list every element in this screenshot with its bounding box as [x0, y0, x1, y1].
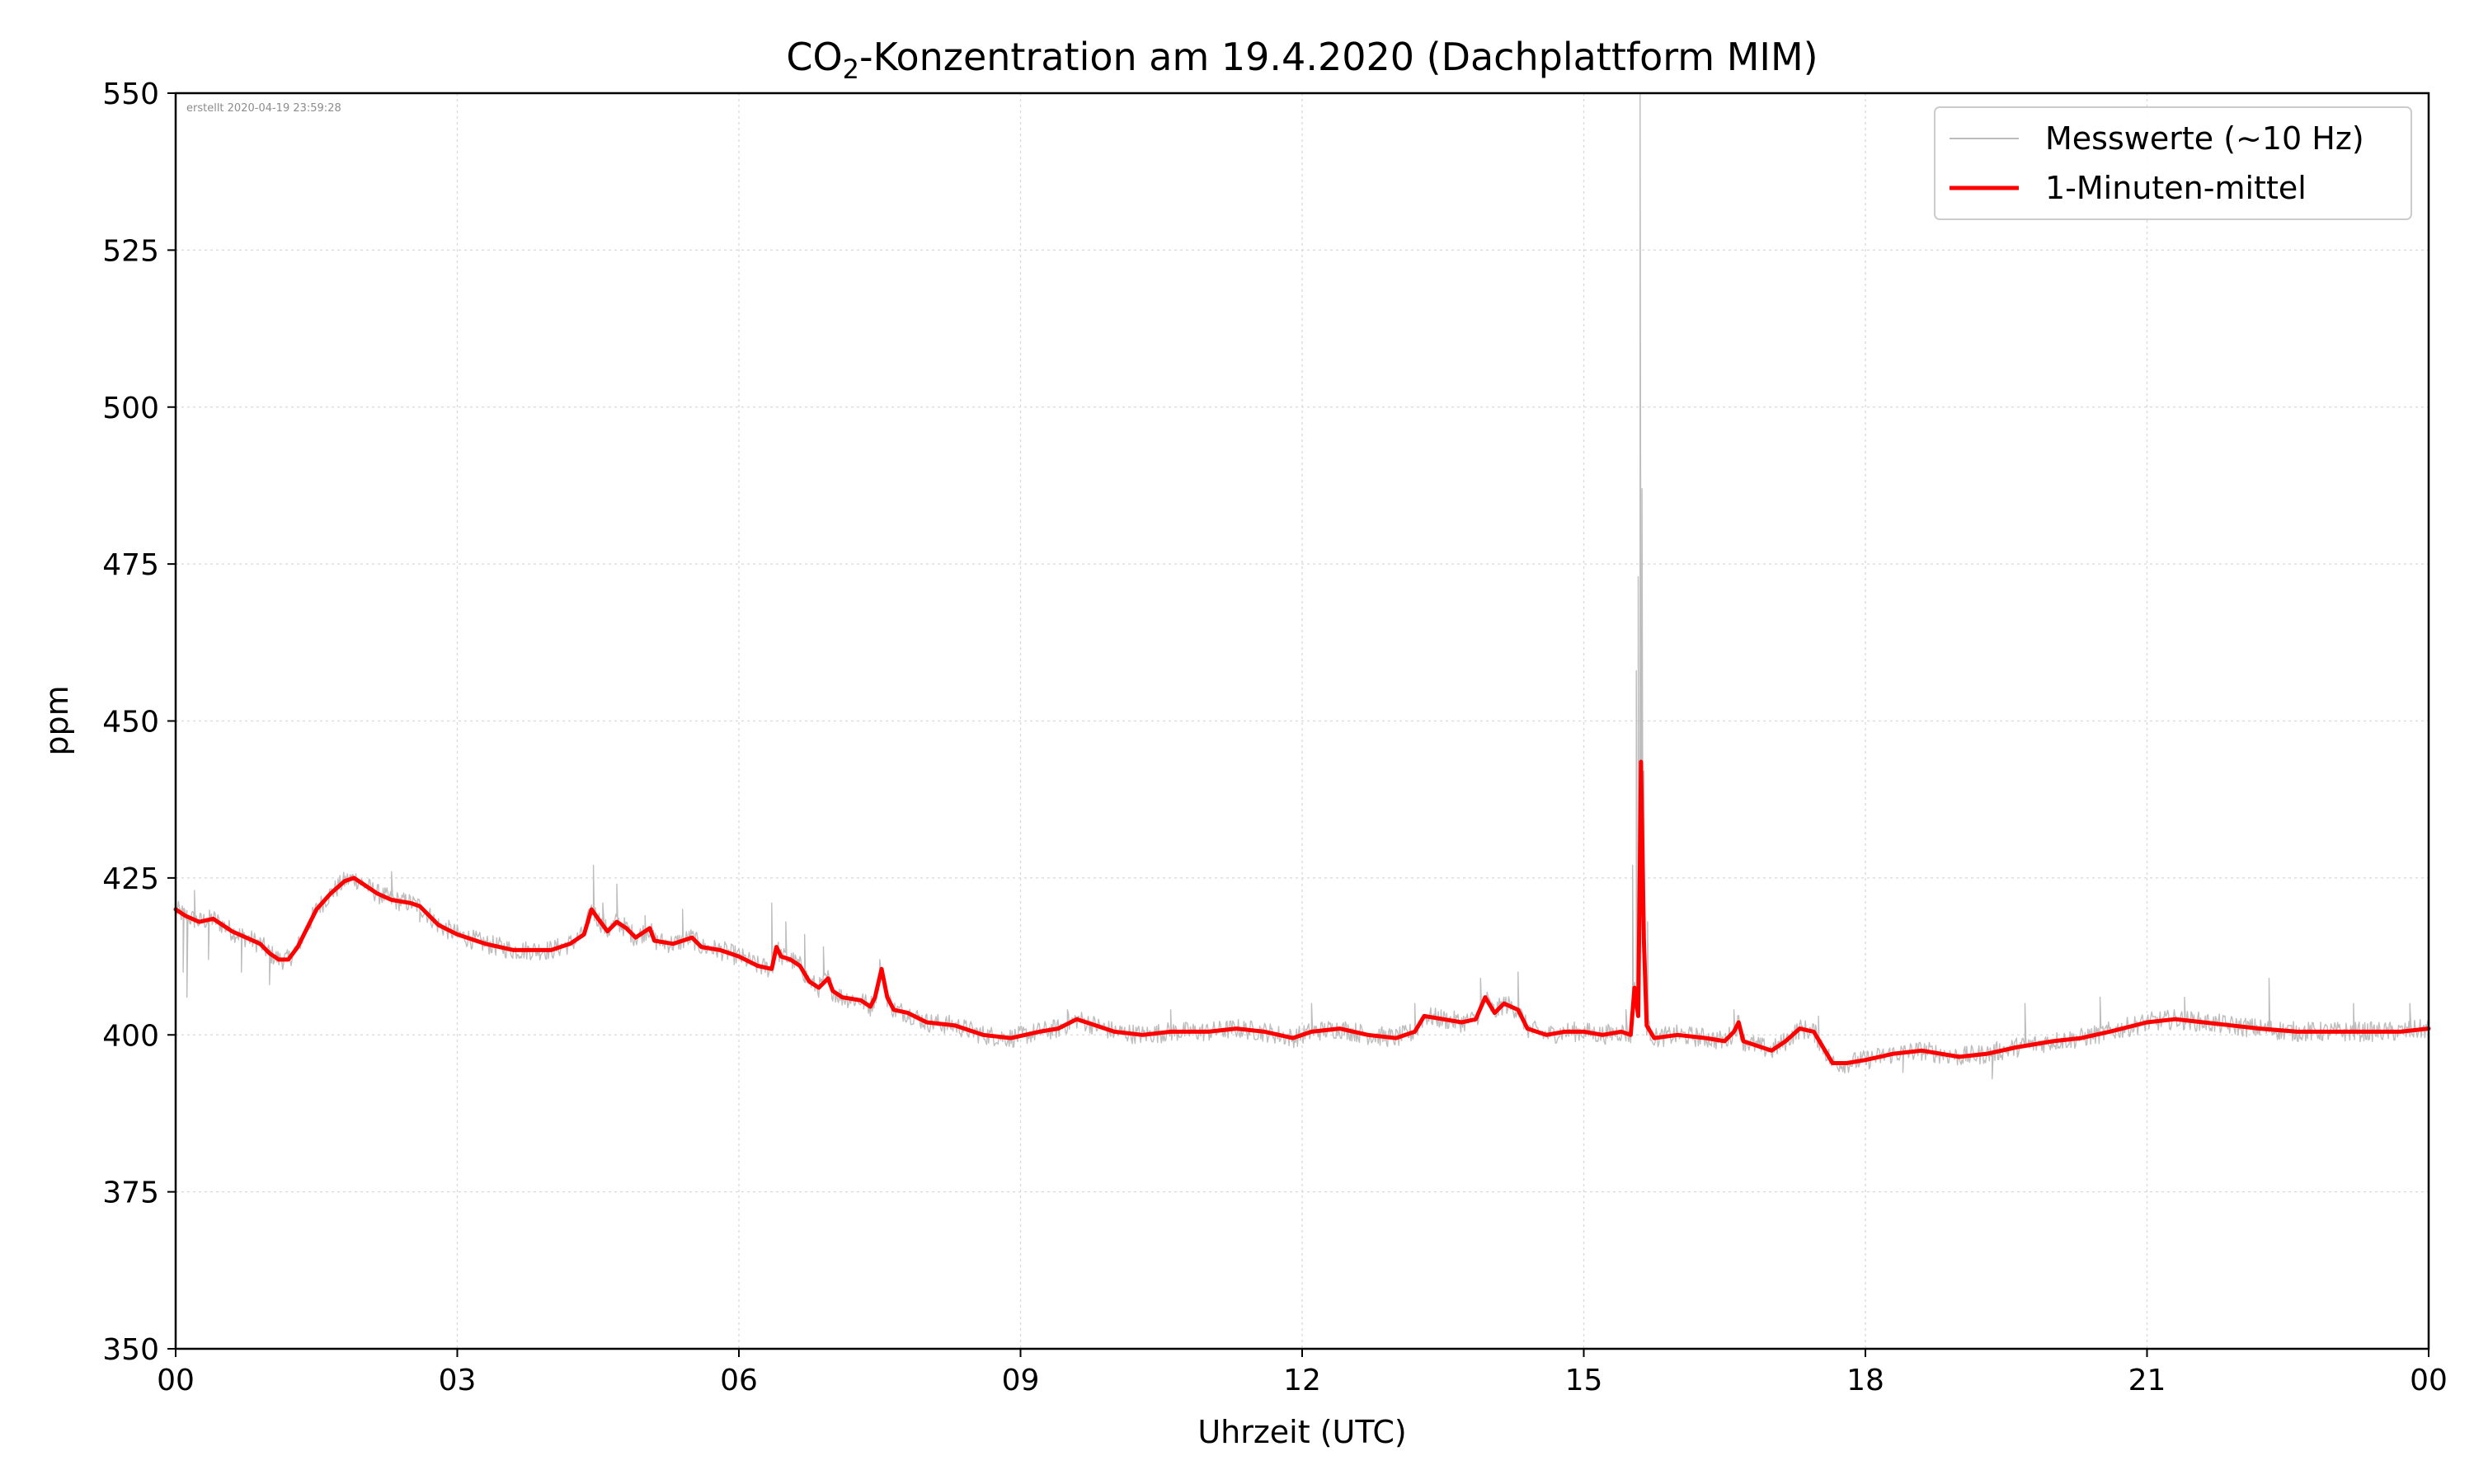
y-tick-label: 400	[102, 1019, 159, 1053]
y-tick-label: 375	[102, 1176, 159, 1210]
x-tick-label: 00	[2410, 1364, 2448, 1397]
chart-title-suffix: -Konzentration am 19.4.2020 (Dachplattfo…	[859, 35, 1818, 79]
chart-title-subscript: 2	[843, 54, 859, 85]
x-tick-label: 03	[439, 1364, 477, 1397]
y-axis: 350 375 400 425 450 475 500 525 550	[102, 77, 176, 1367]
x-axis-label: Uhrzeit (UTC)	[1197, 1414, 1406, 1450]
y-tick-label: 550	[102, 77, 159, 111]
y-axis-label: ppm	[39, 685, 75, 755]
legend-label-messwerte: Messwerte (~10 Hz)	[2045, 120, 2364, 157]
series-line-1-minuten-mittel	[173, 759, 2431, 1065]
x-tick-label: 18	[1846, 1364, 1884, 1397]
x-tick-label: 06	[720, 1364, 758, 1397]
chart-title-prefix: CO	[786, 35, 842, 79]
y-tick-label: 525	[102, 234, 159, 268]
y-tick-label: 425	[102, 862, 159, 896]
x-axis: 00 03 06 09 12 15 18 21 00	[157, 1349, 2448, 1397]
legend-box	[1934, 106, 2412, 220]
y-tick-label: 350	[102, 1333, 159, 1367]
x-tick-label: 15	[1565, 1364, 1603, 1397]
chart-title: CO2-Konzentration am 19.4.2020 (Dachplat…	[786, 35, 1818, 85]
y-tick-label: 475	[102, 548, 159, 582]
y-tick-label: 450	[102, 706, 159, 740]
legend: Messwerte (~10 Hz) 1-Minuten-mittel	[1934, 106, 2412, 220]
x-tick-label: 12	[1283, 1364, 1321, 1397]
x-tick-label: 09	[1002, 1364, 1040, 1397]
x-tick-label: 00	[157, 1364, 195, 1397]
x-tick-label: 21	[2128, 1364, 2166, 1397]
legend-label-1-minuten-mittel: 1-Minuten-mittel	[2045, 170, 2307, 206]
created-stamp: erstellt 2020-04-19 23:59:28	[186, 102, 341, 115]
y-tick-label: 500	[102, 392, 159, 425]
